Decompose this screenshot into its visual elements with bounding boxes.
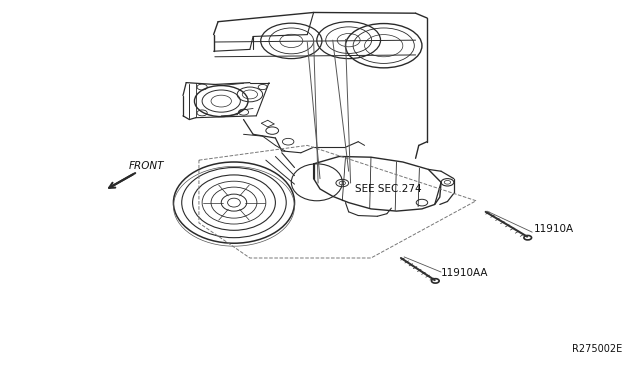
Text: SEE SEC.274: SEE SEC.274	[355, 183, 422, 193]
Text: R275002E: R275002E	[572, 344, 622, 354]
Text: FRONT: FRONT	[129, 161, 164, 171]
Text: 11910A: 11910A	[534, 224, 573, 234]
Text: 11910AA: 11910AA	[441, 269, 488, 279]
